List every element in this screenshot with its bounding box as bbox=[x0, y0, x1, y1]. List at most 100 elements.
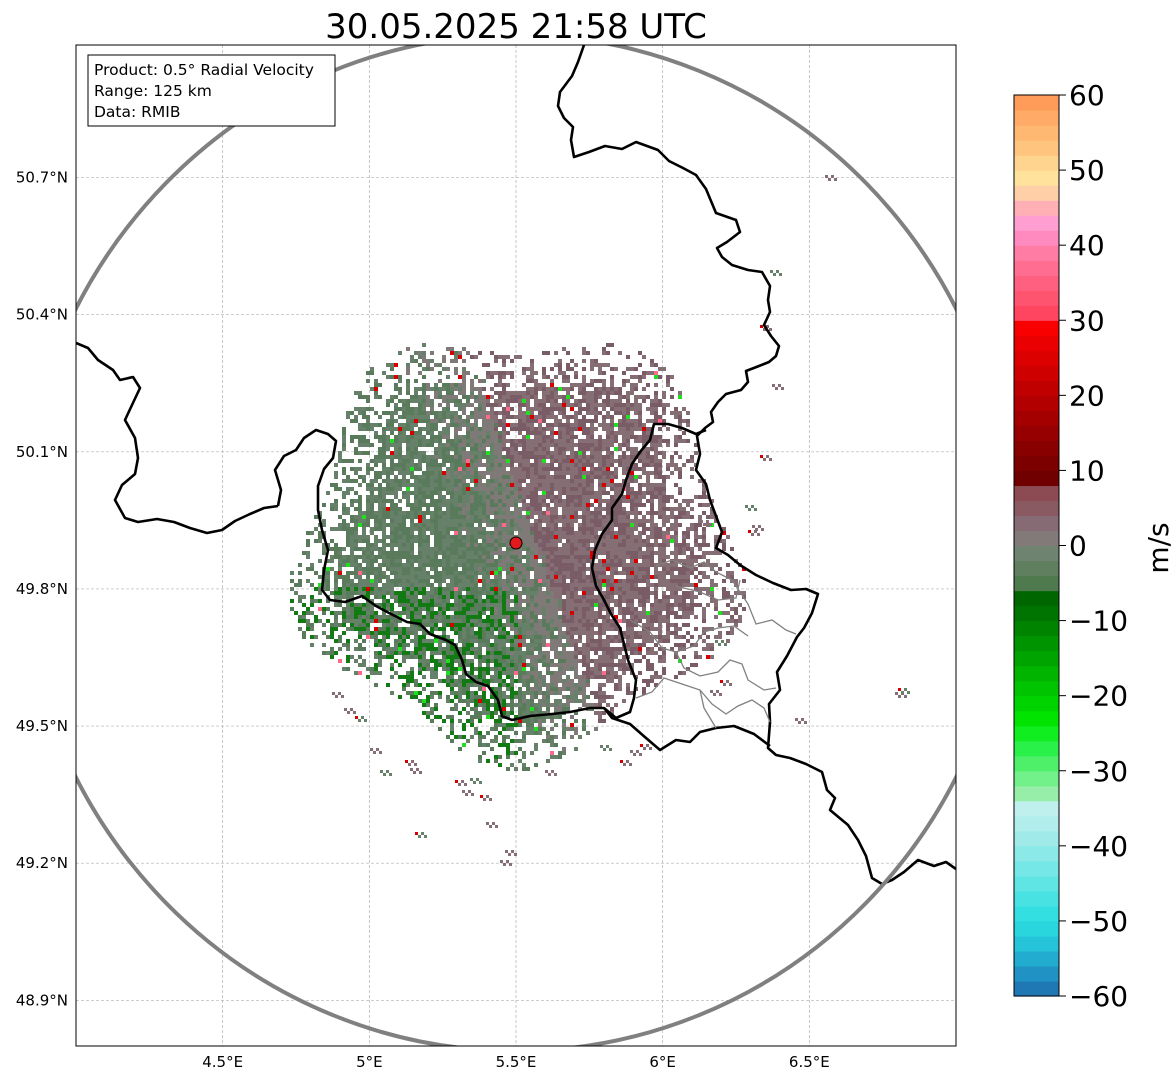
echo-cell bbox=[402, 415, 406, 419]
echo-cell bbox=[494, 619, 498, 623]
echo-cell bbox=[622, 411, 626, 415]
echo-cell bbox=[646, 511, 650, 515]
echo-cell bbox=[654, 531, 658, 535]
echo-cell bbox=[370, 483, 374, 487]
echo-cell bbox=[502, 375, 506, 379]
echo-cell bbox=[434, 415, 438, 419]
echo-cell bbox=[506, 455, 510, 459]
echo-cell bbox=[574, 547, 578, 551]
echo-cell bbox=[442, 535, 446, 539]
echo-cell bbox=[538, 435, 542, 439]
echo-cell bbox=[342, 575, 346, 579]
echo-cell bbox=[538, 503, 542, 507]
echo-cell bbox=[662, 555, 666, 559]
echo-cell bbox=[422, 375, 426, 379]
echo-cell bbox=[686, 603, 690, 607]
echo-cell bbox=[490, 459, 494, 463]
echo-cell bbox=[562, 395, 566, 399]
echo-cell bbox=[694, 603, 698, 607]
echo-cell bbox=[518, 459, 522, 463]
echo-cell bbox=[422, 515, 426, 519]
echo-cell bbox=[450, 359, 454, 363]
echo-cell bbox=[498, 603, 502, 607]
echo-cell bbox=[346, 575, 350, 579]
echo-cell bbox=[338, 515, 342, 519]
echo-cell bbox=[694, 451, 698, 455]
echo-cell bbox=[678, 455, 682, 459]
echo-cell bbox=[626, 567, 630, 571]
echo-cell bbox=[670, 507, 674, 511]
echo-cell bbox=[406, 391, 410, 395]
echo-cell bbox=[438, 551, 442, 555]
echo-cell bbox=[446, 391, 450, 395]
echo-cell bbox=[570, 583, 574, 587]
echo-cell bbox=[686, 623, 690, 627]
echo-cell bbox=[442, 603, 446, 607]
echo-cell bbox=[386, 399, 390, 403]
echo-cell bbox=[562, 439, 566, 443]
echo-cell bbox=[530, 387, 534, 391]
echo-cell bbox=[570, 475, 574, 479]
echo-cell bbox=[646, 491, 650, 495]
echo-cell bbox=[482, 395, 486, 399]
echo-cell bbox=[418, 539, 422, 543]
echo-cell bbox=[650, 471, 654, 475]
echo-cell bbox=[366, 591, 370, 595]
echo-cell bbox=[422, 407, 426, 411]
echo-cell bbox=[494, 479, 498, 483]
echo-cell bbox=[326, 635, 330, 639]
echo-cell bbox=[502, 487, 506, 491]
echo-cell bbox=[514, 623, 518, 627]
echo-cell bbox=[582, 451, 586, 455]
echo-cell bbox=[422, 483, 426, 487]
echo-cell bbox=[470, 583, 474, 587]
echo-cell bbox=[638, 411, 642, 415]
echo-cell bbox=[610, 539, 614, 543]
echo-cell bbox=[514, 483, 518, 487]
echo-cell bbox=[374, 575, 378, 579]
echo-cell bbox=[566, 423, 570, 427]
echo-cell bbox=[486, 547, 490, 551]
echo-cell bbox=[426, 619, 430, 623]
echo-cell bbox=[638, 459, 642, 463]
echo-cell bbox=[482, 403, 486, 407]
echo-cell bbox=[662, 599, 666, 603]
echo-cell bbox=[534, 455, 538, 459]
echo-cell bbox=[630, 511, 634, 515]
echo-cell bbox=[486, 607, 490, 611]
echo-cell bbox=[430, 591, 434, 595]
echo-cell bbox=[698, 587, 702, 591]
echo-cell bbox=[474, 407, 478, 411]
echo-cell bbox=[490, 443, 494, 447]
echo-cell bbox=[490, 579, 494, 583]
echo-cell bbox=[398, 575, 402, 579]
echo-cell bbox=[430, 459, 434, 463]
echo-cell bbox=[590, 479, 594, 483]
echo-cell bbox=[590, 495, 594, 499]
echo-cell bbox=[410, 611, 414, 615]
echo-cell bbox=[602, 519, 606, 523]
echo-cell bbox=[534, 415, 538, 419]
echo-cell bbox=[614, 475, 618, 479]
echo-cell bbox=[610, 503, 614, 507]
echo-cell bbox=[378, 455, 382, 459]
echo-cell bbox=[594, 611, 598, 615]
echo-cell bbox=[694, 535, 698, 539]
echo-cell bbox=[350, 563, 354, 567]
echo-cell bbox=[534, 431, 538, 435]
echo-cell bbox=[658, 603, 662, 607]
echo-cell bbox=[602, 455, 606, 459]
echo-cell bbox=[658, 607, 662, 611]
echo-cell bbox=[614, 567, 618, 571]
echo-cell bbox=[522, 523, 526, 527]
echo-cell bbox=[390, 427, 394, 431]
echo-cell bbox=[426, 559, 430, 563]
echo-cell bbox=[390, 439, 394, 443]
echo-cell bbox=[658, 571, 662, 575]
echo-cell bbox=[602, 387, 606, 391]
echo-cell bbox=[534, 523, 538, 527]
echo-cell bbox=[638, 439, 642, 443]
echo-cell bbox=[586, 631, 590, 635]
echo-cell bbox=[382, 443, 386, 447]
echo-cell bbox=[562, 531, 566, 535]
